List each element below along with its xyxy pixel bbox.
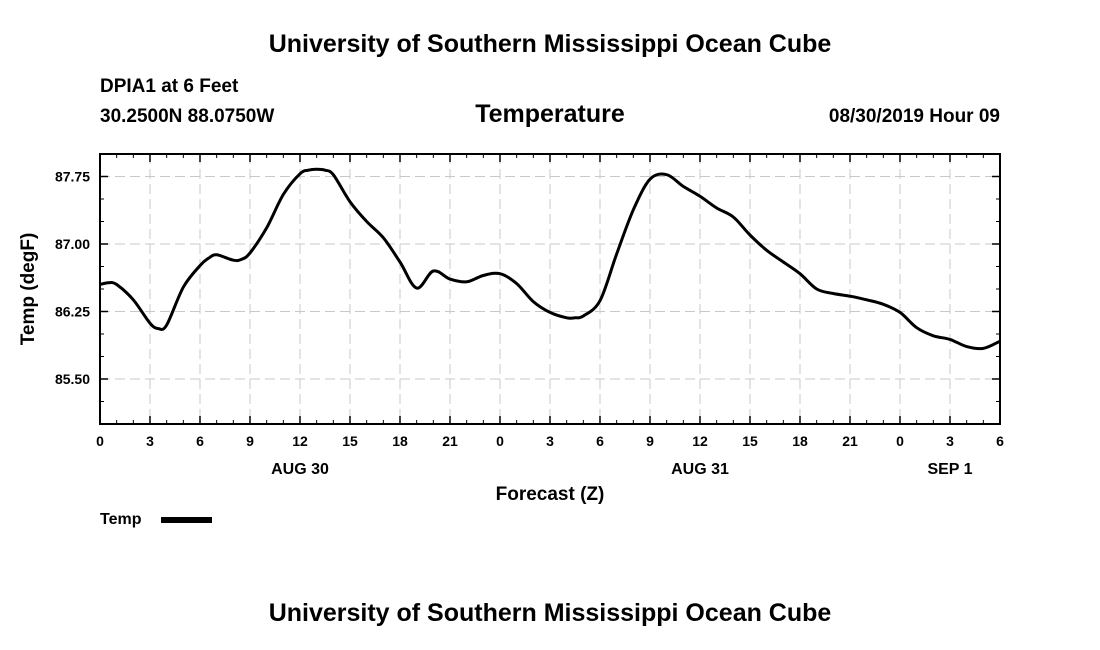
x-tick-label: 6 [996, 433, 1004, 449]
x-tick-label: 3 [146, 433, 154, 449]
x-tick-label: 12 [692, 433, 708, 449]
x-tick-label: 15 [742, 433, 758, 449]
forecast-datetime: 08/30/2019 Hour 09 [828, 106, 1000, 127]
x-tick-label: 3 [946, 433, 954, 449]
x-tick-label: 6 [596, 433, 604, 449]
x-tick-label: 0 [896, 433, 904, 449]
x-tick-label: 6 [196, 433, 204, 449]
x-tick-label: 21 [842, 433, 858, 449]
y-tick-label: 86.25 [55, 304, 90, 320]
y-axis-title: Temp (degF) [18, 233, 39, 346]
x-tick-label: 9 [246, 433, 254, 449]
grid-lines [100, 154, 1000, 424]
x-tick-label: 9 [646, 433, 654, 449]
variable-title: Temperature [475, 100, 625, 128]
y-tick-label: 87.00 [55, 236, 90, 252]
x-tick-label: 15 [342, 433, 358, 449]
axis-ticks [99, 153, 1001, 425]
legend-label: Temp [100, 511, 142, 528]
station-coordinates: 30.2500N 88.0750W [100, 106, 275, 127]
footer-title: University of Southern Mississippi Ocean… [268, 599, 832, 627]
x-tick-label: 3 [546, 433, 554, 449]
y-tick-label: 85.50 [55, 371, 90, 387]
station-label: DPIA1 at 6 Feet [100, 76, 239, 97]
x-tick-label: 18 [392, 433, 408, 449]
y-tick-label: 87.75 [55, 169, 90, 185]
date-label: AUG 31 [671, 461, 729, 478]
x-tick-label: 0 [96, 433, 104, 449]
temp-series-line [99, 167, 1001, 351]
x-tick-label: 12 [292, 433, 308, 449]
chart-header-title: University of Southern Mississippi Ocean… [268, 30, 832, 58]
date-label: AUG 30 [271, 461, 329, 478]
date-label: SEP 1 [927, 461, 972, 478]
x-tick-label: 0 [496, 433, 504, 449]
x-tick-label: 21 [442, 433, 458, 449]
x-tick-label: 18 [792, 433, 808, 449]
x-axis-title: Forecast (Z) [496, 484, 605, 505]
